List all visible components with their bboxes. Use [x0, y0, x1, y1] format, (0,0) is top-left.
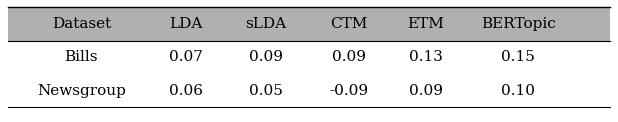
Text: 0.15: 0.15 — [501, 50, 535, 64]
Text: Dataset: Dataset — [52, 17, 111, 31]
Text: ETM: ETM — [407, 17, 444, 31]
Text: 0.05: 0.05 — [249, 84, 283, 98]
Text: 0.09: 0.09 — [332, 50, 366, 64]
Text: BERTopic: BERTopic — [481, 17, 556, 31]
Text: 0.10: 0.10 — [501, 84, 535, 98]
Text: 0.09: 0.09 — [249, 50, 283, 64]
Text: 0.07: 0.07 — [169, 50, 203, 64]
Text: 0.09: 0.09 — [409, 84, 443, 98]
Text: Newsgroup: Newsgroup — [37, 84, 126, 98]
Text: CTM: CTM — [330, 17, 368, 31]
Text: Bills: Bills — [65, 50, 98, 64]
Bar — [7, 7, 611, 41]
Text: LDA: LDA — [169, 17, 203, 31]
Text: 0.06: 0.06 — [169, 84, 203, 98]
Text: sLDA: sLDA — [245, 17, 287, 31]
Text: 0.13: 0.13 — [409, 50, 443, 64]
Text: -0.09: -0.09 — [329, 84, 368, 98]
